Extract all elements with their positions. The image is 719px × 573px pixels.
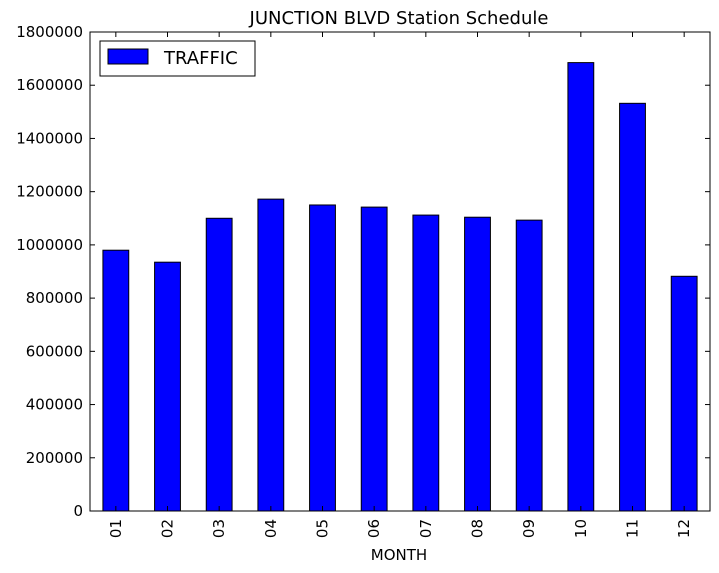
chart-title: JUNCTION BLVD Station Schedule <box>249 8 549 29</box>
bar-10 <box>567 62 595 512</box>
bars-layer <box>102 62 698 512</box>
bar-12 <box>670 275 698 512</box>
bar-02 <box>154 261 181 512</box>
y-tick-label-3: 600000 <box>26 342 83 360</box>
x-tick-label-08: 08 <box>469 519 487 538</box>
y-tick-label-7: 1400000 <box>16 129 83 147</box>
x-tick-label-10: 10 <box>572 519 590 538</box>
x-tick-label-02: 02 <box>159 519 177 538</box>
legend-swatch <box>107 48 149 65</box>
x-tick-label-01: 01 <box>107 519 125 538</box>
y-tick-label-6: 1200000 <box>16 183 83 201</box>
bar-07 <box>412 214 440 512</box>
y-axis: 0 200000 400000 600000 800000 1000000 1200000 1… <box>16 23 710 520</box>
y-tick-label-8: 1600000 <box>16 76 83 94</box>
x-tick-label-04: 04 <box>262 519 280 538</box>
bar-03 <box>205 217 233 512</box>
x-axis: 01 02 03 04 05 06 07 08 09 10 11 12 <box>107 32 693 538</box>
bar-05 <box>309 204 336 512</box>
y-tick-label-2: 400000 <box>26 396 83 414</box>
x-tick-label-03: 03 <box>210 519 228 538</box>
x-axis-label: MONTH <box>371 546 427 564</box>
x-tick-label-07: 07 <box>417 519 435 538</box>
legend: TRAFFIC <box>99 40 256 77</box>
x-tick-label-06: 06 <box>365 519 383 538</box>
bar-08 <box>464 216 491 512</box>
y-tick-label-5: 1000000 <box>16 236 83 254</box>
y-tick-label-9: 1800000 <box>16 23 83 41</box>
x-tick-label-09: 09 <box>520 519 538 538</box>
legend-label: TRAFFIC <box>163 48 238 69</box>
x-tick-label-05: 05 <box>314 519 332 538</box>
x-tick-label-12: 12 <box>675 519 693 538</box>
bar-06 <box>360 206 388 512</box>
bar-11 <box>619 102 646 512</box>
x-tick-label-11: 11 <box>624 519 642 538</box>
bar-01 <box>102 249 130 512</box>
bar-09 <box>515 219 543 512</box>
plot-area-frame <box>89 31 711 512</box>
y-tick-label-0: 0 <box>73 502 83 520</box>
bar-04 <box>257 198 285 512</box>
y-tick-label-4: 800000 <box>26 289 83 307</box>
y-tick-label-1: 200000 <box>26 449 83 467</box>
